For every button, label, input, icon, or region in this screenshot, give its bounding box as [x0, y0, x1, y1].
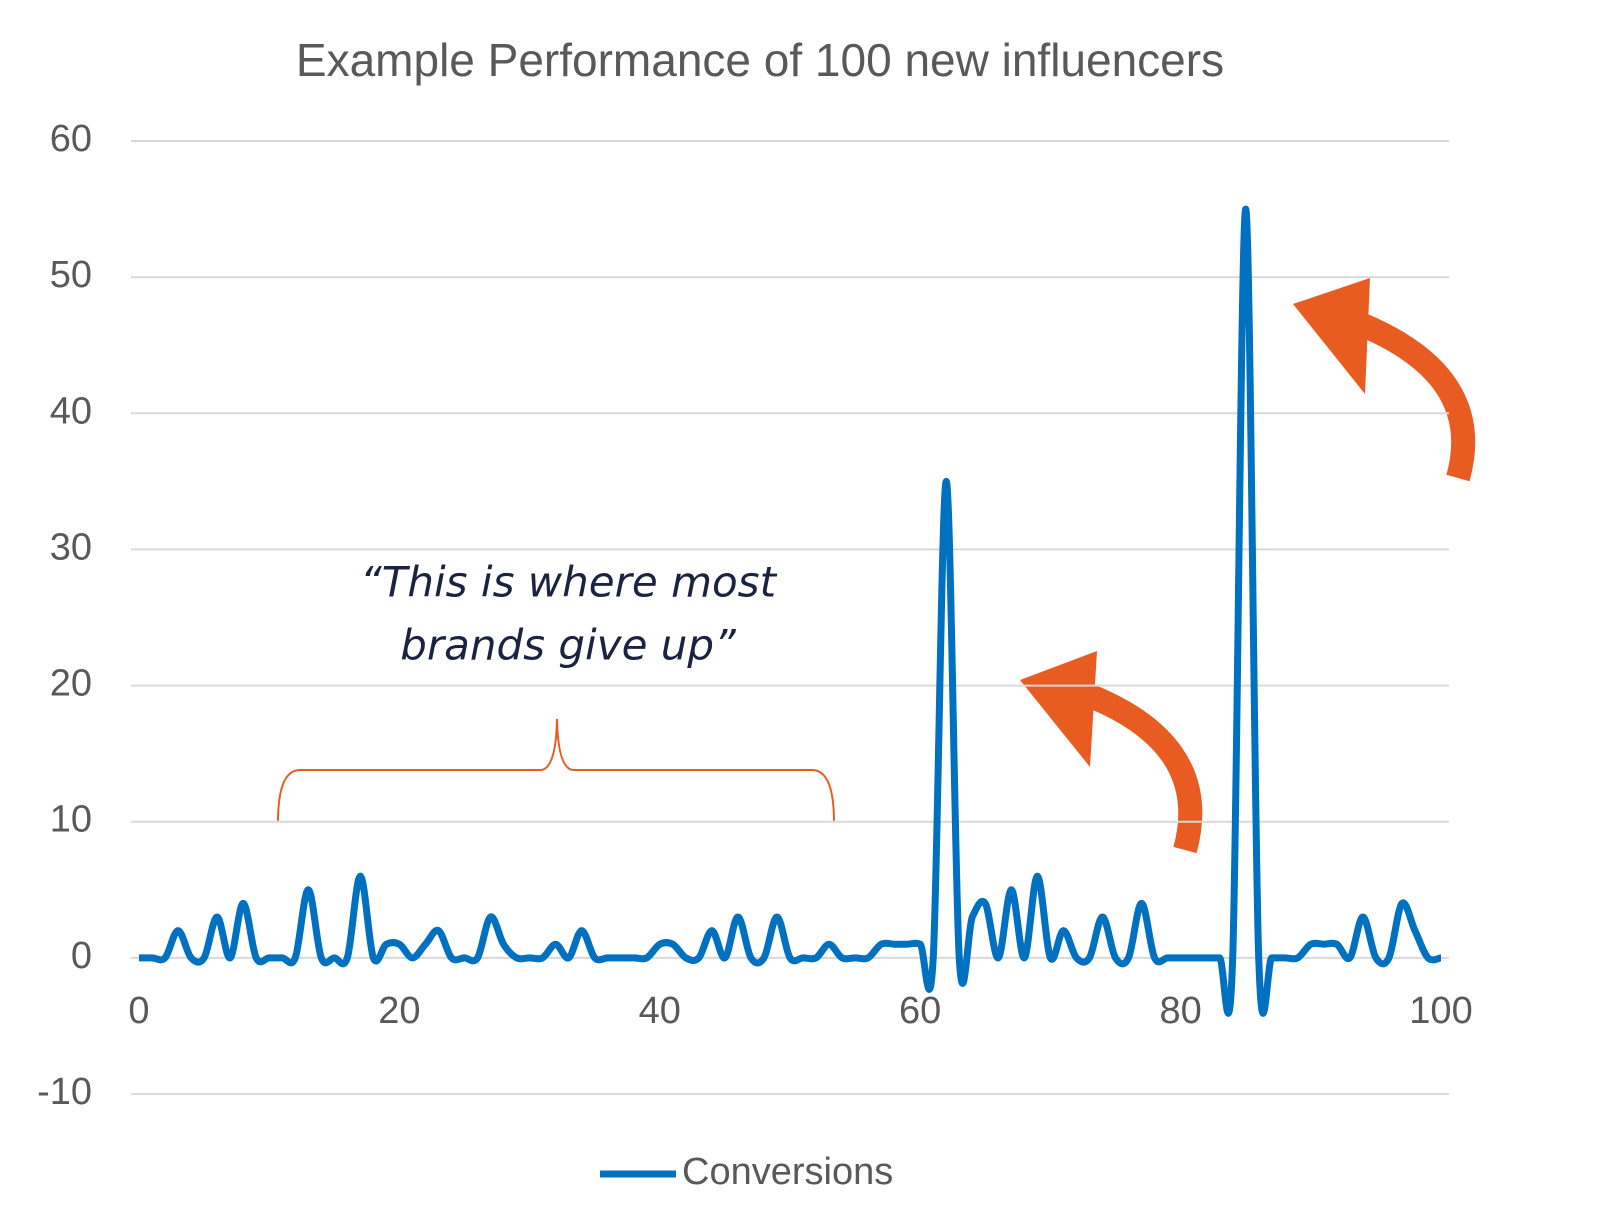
y-tick-label: 20 — [50, 663, 92, 705]
annotation: “This is where most — [360, 558, 778, 607]
x-tick-label: 40 — [639, 990, 681, 1032]
arrow — [1293, 278, 1476, 482]
arrow — [1020, 651, 1203, 854]
y-tick-label: 40 — [50, 390, 92, 432]
annotation: brands give up” — [400, 621, 737, 670]
y-tick-label: -10 — [37, 1071, 92, 1113]
x-tick-label: 0 — [128, 990, 149, 1032]
y-tick-label: 50 — [50, 254, 92, 296]
y-tick-label: 60 — [50, 118, 92, 160]
line — [138, 205, 1442, 1017]
chart-title: Example Performance of 100 new influence… — [296, 34, 1224, 86]
x-tick-label: 20 — [378, 990, 420, 1032]
y-tick-label: 10 — [50, 799, 92, 841]
legend-label: Conversions — [682, 1151, 893, 1193]
y-tick-label: 30 — [50, 526, 92, 568]
x-tick-label: 100 — [1409, 990, 1472, 1032]
x-tick-label: 80 — [1159, 990, 1201, 1032]
y-tick-label: 0 — [71, 935, 92, 977]
x-tick-label: 60 — [899, 990, 941, 1032]
brace — [277, 718, 835, 823]
